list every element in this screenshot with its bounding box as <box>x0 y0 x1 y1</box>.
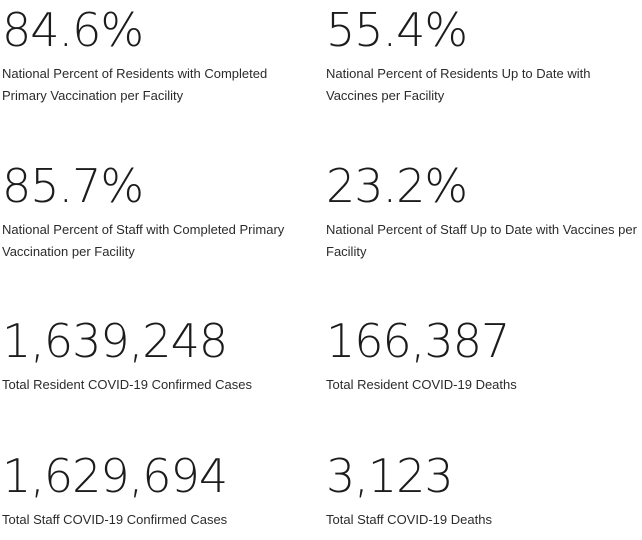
stat-label: National Percent of Staff with Completed… <box>2 222 285 259</box>
stat-resident-deaths: 166,387 Total Resident COVID-19 Deaths <box>326 318 638 396</box>
stat-value: 166,387 <box>326 314 510 368</box>
stat-label: Total Staff COVID-19 Deaths <box>326 512 492 527</box>
stat-label: Total Resident COVID-19 Confirmed Cases <box>2 377 252 392</box>
stat-label: Total Resident COVID-19 Deaths <box>326 377 517 392</box>
stat-staff-completed-primary: 85.7% National Percent of Staff with Com… <box>2 163 307 263</box>
stat-staff-deaths: 3,123 Total Staff COVID-19 Deaths <box>326 453 638 531</box>
stat-value: 55.4% <box>326 3 468 57</box>
stat-label: National Percent of Residents Up to Date… <box>326 66 591 103</box>
stat-staff-up-to-date: 23.2% National Percent of Staff Up to Da… <box>326 163 638 263</box>
stat-residents-completed-primary: 84.6% National Percent of Residents with… <box>2 7 307 107</box>
stat-value: 3,123 <box>326 449 454 503</box>
stat-label: National Percent of Staff Up to Date wit… <box>326 222 637 259</box>
stat-label: Total Staff COVID-19 Confirmed Cases <box>2 512 228 527</box>
stat-resident-confirmed-cases: 1,639,248 Total Resident COVID-19 Confir… <box>2 318 307 396</box>
stat-value: 85.7% <box>2 159 144 213</box>
stat-label: National Percent of Residents with Compl… <box>2 66 268 103</box>
stat-residents-up-to-date: 55.4% National Percent of Residents Up t… <box>326 7 638 107</box>
stat-staff-confirmed-cases: 1,629,694 Total Staff COVID-19 Confirmed… <box>2 453 307 531</box>
stat-value: 84.6% <box>2 3 144 57</box>
stat-value: 1,639,248 <box>2 314 228 368</box>
stat-value: 1,629,694 <box>2 449 228 503</box>
stat-value: 23.2% <box>326 159 468 213</box>
